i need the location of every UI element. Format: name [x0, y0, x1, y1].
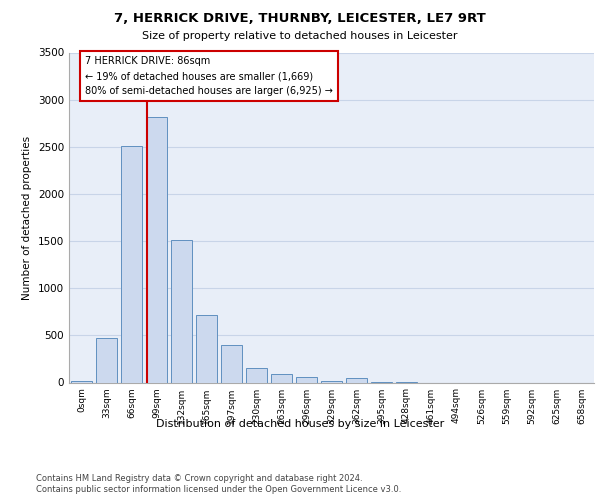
- Bar: [96, 338, 117, 382]
- Text: Size of property relative to detached houses in Leicester: Size of property relative to detached ho…: [142, 31, 458, 41]
- Bar: [271, 374, 292, 382]
- Text: 7 HERRICK DRIVE: 86sqm
← 19% of detached houses are smaller (1,669)
80% of semi-: 7 HERRICK DRIVE: 86sqm ← 19% of detached…: [85, 56, 333, 96]
- Y-axis label: Number of detached properties: Number of detached properties: [22, 136, 32, 300]
- Bar: [121, 146, 142, 382]
- Bar: [296, 378, 317, 382]
- Text: Distribution of detached houses by size in Leicester: Distribution of detached houses by size …: [156, 419, 444, 429]
- Text: Contains public sector information licensed under the Open Government Licence v3: Contains public sector information licen…: [36, 485, 401, 494]
- Bar: [346, 378, 367, 382]
- Bar: [196, 314, 217, 382]
- Text: 7, HERRICK DRIVE, THURNBY, LEICESTER, LE7 9RT: 7, HERRICK DRIVE, THURNBY, LEICESTER, LE…: [114, 12, 486, 26]
- Bar: [221, 346, 242, 383]
- Bar: [246, 368, 267, 382]
- Text: Contains HM Land Registry data © Crown copyright and database right 2024.: Contains HM Land Registry data © Crown c…: [36, 474, 362, 483]
- Bar: [146, 116, 167, 382]
- Bar: [321, 381, 342, 382]
- Bar: [71, 381, 92, 382]
- Bar: [171, 240, 192, 382]
